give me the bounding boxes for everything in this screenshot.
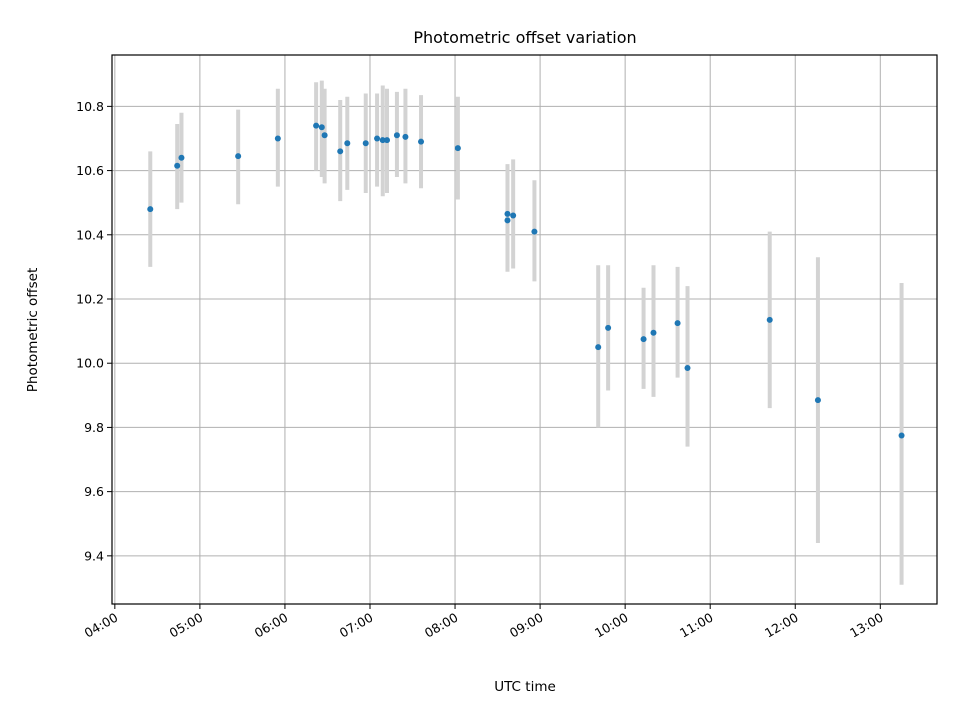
data-point bbox=[362, 140, 369, 147]
data-point bbox=[605, 324, 612, 331]
grid bbox=[112, 55, 937, 604]
data-point bbox=[274, 135, 281, 142]
data-point bbox=[337, 148, 344, 155]
data-point bbox=[235, 153, 242, 160]
data-point bbox=[321, 132, 328, 139]
data-point bbox=[674, 320, 681, 327]
data-point bbox=[814, 397, 821, 404]
data-point bbox=[344, 140, 351, 147]
data-markers bbox=[147, 122, 905, 439]
data-point bbox=[384, 137, 390, 144]
data-point bbox=[393, 132, 400, 139]
y-tick-label: 10.8 bbox=[76, 99, 104, 114]
data-point bbox=[147, 206, 154, 213]
y-tick-label: 9.4 bbox=[84, 548, 104, 563]
x-axis-label: UTC time bbox=[494, 679, 556, 695]
plot-frame bbox=[111, 54, 938, 605]
data-point bbox=[504, 210, 511, 217]
data-point bbox=[318, 124, 325, 131]
y-axis-ticks: 9.4 9.6 9.8 10.0 10.2 10.4 10.6 10.8 bbox=[76, 99, 112, 563]
data-point bbox=[898, 432, 905, 439]
data-point bbox=[418, 138, 425, 145]
data-point bbox=[454, 145, 461, 152]
data-point bbox=[640, 336, 647, 343]
data-point bbox=[510, 212, 517, 219]
data-point bbox=[595, 344, 602, 351]
y-tick-label: 9.6 bbox=[84, 484, 104, 499]
y-tick-label: 10.0 bbox=[76, 356, 104, 371]
data-point bbox=[504, 217, 511, 224]
data-point bbox=[766, 316, 773, 323]
data-point bbox=[174, 162, 181, 169]
y-tick-label: 10.2 bbox=[76, 292, 104, 307]
y-tick-label: 9.8 bbox=[84, 420, 104, 435]
data-point bbox=[650, 329, 657, 336]
data-point bbox=[374, 135, 381, 142]
y-axis-label: Photometric offset bbox=[25, 268, 41, 392]
data-point bbox=[402, 133, 409, 140]
y-tick-label: 10.6 bbox=[76, 163, 104, 178]
data-point bbox=[379, 137, 386, 144]
data-point bbox=[313, 122, 320, 129]
y-tick-label: 10.4 bbox=[76, 227, 104, 242]
data-point bbox=[531, 228, 538, 235]
chart-title: Photometric offset variation bbox=[413, 28, 636, 47]
data-point bbox=[178, 154, 185, 161]
data-point bbox=[684, 365, 691, 372]
